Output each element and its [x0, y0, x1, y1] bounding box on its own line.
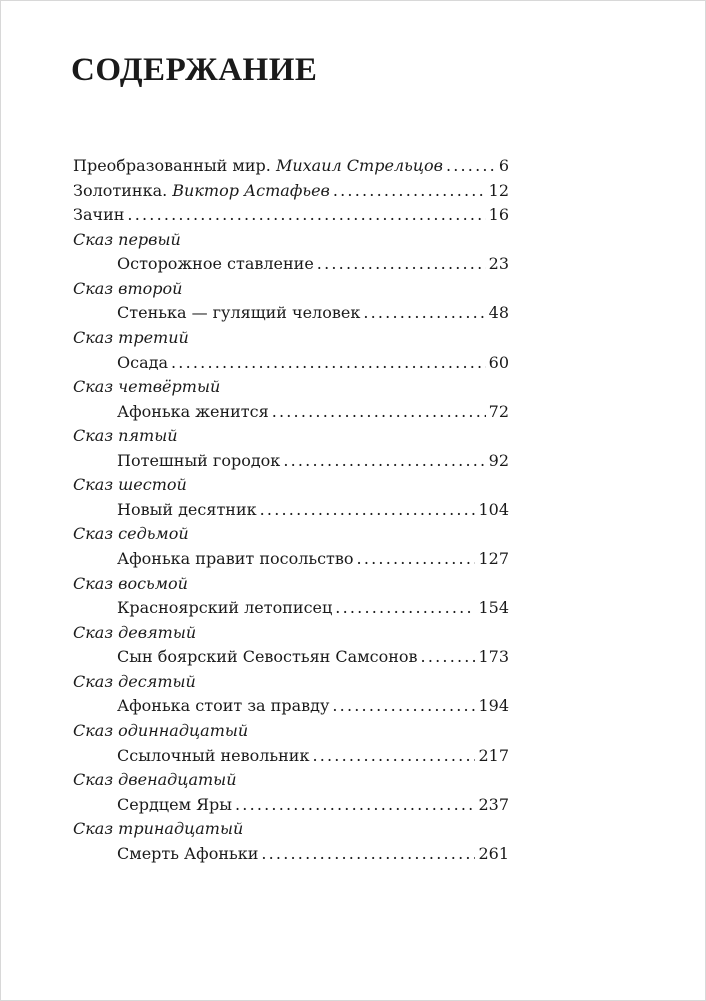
page-number: 261 — [478, 843, 509, 863]
entry-title: Ссылочный невольник — [117, 745, 310, 765]
page-number: 12 — [488, 180, 509, 200]
page-number: 60 — [488, 352, 509, 372]
page-number: 6 — [498, 156, 509, 175]
page-number: 72 — [488, 401, 509, 421]
tale-heading: Сказ четвёртый — [73, 377, 221, 397]
entry-author: Виктор Астафьев — [172, 180, 330, 200]
toc-entry[interactable]: Афонька правит посольство 127 — [73, 547, 509, 572]
page-title: СОДЕРЖАНИЕ — [71, 52, 318, 88]
page-number: 16 — [488, 205, 509, 225]
toc-entry[interactable]: Сын боярский Севостьян Самсонов 173 — [73, 645, 509, 670]
leader-dots — [332, 694, 475, 719]
toc-entry[interactable]: Золотинка. Виктор Астафьев 12 — [73, 179, 509, 204]
toc-entry[interactable]: Ссылочный невольник 217 — [73, 744, 509, 769]
tale-heading: Сказ шестой — [73, 475, 187, 495]
leader-dots — [272, 400, 486, 425]
toc-entry[interactable]: Смерть Афоньки 261 — [73, 842, 509, 867]
leader-dots — [446, 154, 496, 179]
leader-dots — [171, 351, 486, 376]
toc-entry[interactable]: Стенька — гулящий человек 48 — [73, 301, 509, 326]
tale-heading: Сказ двенадцатый — [73, 770, 237, 790]
toc-entry[interactable]: Зачин 16 — [73, 203, 509, 228]
page-number: 23 — [488, 254, 509, 274]
leader-dots — [260, 498, 476, 523]
tale-heading: Сказ девятый — [73, 622, 197, 642]
leader-dots — [335, 596, 475, 621]
entry-title: Афонька женится — [117, 401, 269, 421]
tale-heading: Сказ десятый — [73, 671, 196, 691]
leader-dots — [421, 645, 476, 670]
page-number: 92 — [488, 450, 509, 470]
toc-entry[interactable]: Преобразованный мир. Михаил Стрельцов 6 — [73, 154, 509, 179]
page-number: 173 — [478, 647, 509, 667]
tale-heading: Сказ первый — [73, 229, 181, 249]
leader-dots — [261, 842, 475, 867]
tale-heading: Сказ третий — [73, 327, 189, 347]
toc-entry[interactable]: Афонька женится 72 — [73, 400, 509, 425]
entry-title: Красноярский летописец — [117, 598, 333, 618]
page-number: 194 — [478, 696, 509, 716]
table-of-contents: Преобразованный мир. Михаил Стрельцов 6 Зо… — [73, 154, 509, 866]
leader-dots — [363, 301, 485, 326]
page-number: 48 — [488, 303, 509, 323]
tale-heading: Сказ одиннадцатый — [73, 720, 249, 740]
toc-entry[interactable]: Красноярский летописец 154 — [73, 596, 509, 621]
tale-heading: Сказ второй — [73, 278, 183, 298]
tale-heading: Сказ седьмой — [73, 524, 189, 544]
entry-title: Сердцем Яры — [117, 794, 232, 814]
leader-dots — [333, 179, 486, 204]
entry-title: Преобразованный мир. — [73, 156, 271, 175]
toc-entry[interactable]: Афонька стоит за правду 194 — [73, 694, 509, 719]
entry-title: Зачин — [73, 205, 125, 225]
leader-dots — [283, 449, 485, 474]
entry-title: Стенька — гулящий человек — [117, 303, 361, 323]
entry-title: Сын боярский Севостьян Самсонов — [117, 647, 418, 667]
toc-entry[interactable]: Новый десятник 104 — [73, 498, 509, 523]
entry-author: Михаил Стрельцов — [275, 156, 443, 175]
page-number: 217 — [478, 745, 509, 765]
toc-entry[interactable]: Сердцем Яры 237 — [73, 793, 509, 818]
tale-heading: Сказ восьмой — [73, 573, 188, 593]
toc-entry[interactable]: Потешный городок 92 — [73, 449, 509, 474]
entry-title: Афонька стоит за правду — [117, 696, 330, 716]
tale-heading: Сказ тринадцатый — [73, 819, 244, 839]
entry-title: Золотинка. — [73, 180, 168, 200]
entry-title: Афонька правит посольство — [117, 549, 354, 568]
toc-entry[interactable]: Осада 60 — [73, 351, 509, 376]
entry-title: Новый десятник — [117, 499, 257, 519]
entry-title: Осторожное ставление — [117, 254, 314, 274]
entry-title: Потешный городок — [117, 450, 281, 470]
tale-heading: Сказ пятый — [73, 426, 178, 446]
leader-dots — [127, 203, 485, 228]
page-number: 154 — [478, 598, 509, 618]
page-number: 127 — [478, 549, 509, 568]
page-number: 237 — [478, 794, 509, 814]
page-number: 104 — [478, 499, 509, 519]
leader-dots — [357, 547, 476, 572]
leader-dots — [235, 793, 475, 818]
leader-dots — [312, 744, 475, 769]
leader-dots — [317, 252, 486, 277]
toc-entry[interactable]: Осторожное ставление 23 — [73, 252, 509, 277]
entry-title: Осада — [117, 352, 169, 372]
entry-title: Смерть Афоньки — [117, 843, 259, 863]
